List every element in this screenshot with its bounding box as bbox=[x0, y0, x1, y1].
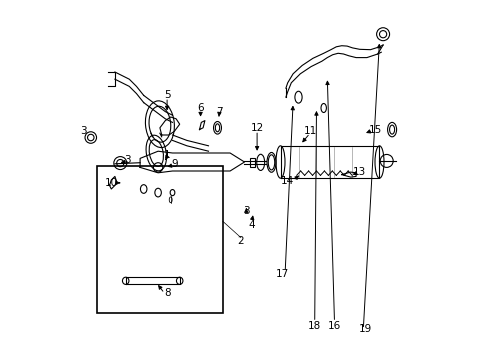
Text: 3: 3 bbox=[243, 206, 249, 216]
Text: 3: 3 bbox=[124, 155, 131, 165]
Text: 19: 19 bbox=[358, 324, 371, 334]
Text: 6: 6 bbox=[197, 103, 203, 113]
Text: 11: 11 bbox=[303, 126, 316, 136]
Text: 17: 17 bbox=[275, 269, 288, 279]
Text: 14: 14 bbox=[280, 176, 293, 186]
Text: 1: 1 bbox=[163, 150, 170, 160]
Text: 2: 2 bbox=[237, 236, 244, 246]
Text: 5: 5 bbox=[163, 90, 170, 100]
Text: 18: 18 bbox=[307, 321, 321, 331]
Text: 13: 13 bbox=[352, 167, 366, 177]
Bar bbox=[97, 166, 223, 313]
Text: 15: 15 bbox=[368, 125, 381, 135]
Text: 12: 12 bbox=[250, 123, 263, 133]
Text: 10: 10 bbox=[104, 178, 118, 188]
Text: 9: 9 bbox=[171, 159, 177, 169]
Text: 7: 7 bbox=[216, 107, 222, 117]
Text: 4: 4 bbox=[248, 220, 254, 230]
Text: 16: 16 bbox=[327, 321, 341, 331]
Bar bbox=[249, 158, 255, 167]
Text: 3: 3 bbox=[80, 126, 86, 136]
Text: 8: 8 bbox=[163, 288, 170, 298]
